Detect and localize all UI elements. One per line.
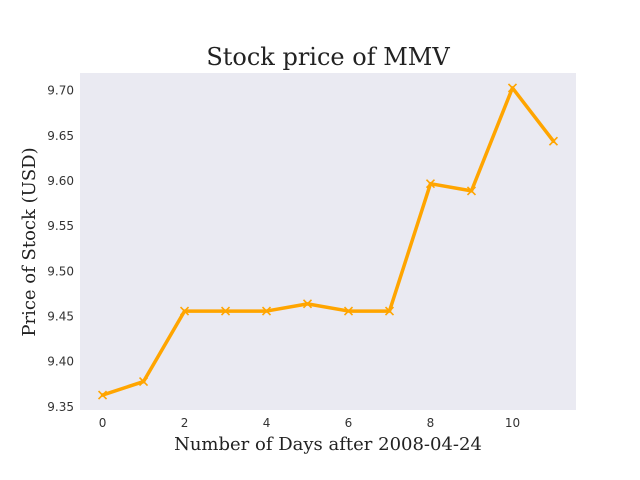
y-axis-label: Price of Stock (USD) bbox=[19, 147, 40, 336]
y-tick-label: 9.55 bbox=[47, 219, 74, 233]
x-ticks: 0 2 4 6 8 10 bbox=[99, 416, 520, 430]
x-tick-label: 4 bbox=[263, 416, 271, 430]
data-point-marker bbox=[384, 306, 395, 316]
x-tick-label: 10 bbox=[505, 416, 520, 430]
y-tick-label: 9.65 bbox=[47, 129, 74, 143]
y-ticks: 9.35 9.40 9.45 9.50 9.55 9.60 9.65 9.70 bbox=[47, 84, 74, 414]
y-tick-label: 9.70 bbox=[47, 84, 74, 98]
plot-area bbox=[80, 73, 576, 410]
series-line bbox=[100, 86, 556, 397]
data-point-marker bbox=[97, 390, 108, 400]
y-tick-label: 9.50 bbox=[47, 264, 74, 278]
data-point-marker bbox=[548, 136, 559, 146]
x-tick-label: 0 bbox=[99, 416, 107, 430]
data-point-marker bbox=[179, 306, 190, 316]
series-markers bbox=[97, 83, 559, 400]
x-axis-label: Number of Days after 2008-04-24 bbox=[174, 434, 482, 455]
data-point-marker bbox=[507, 83, 518, 93]
y-tick-label: 9.40 bbox=[47, 355, 74, 369]
data-point-marker bbox=[261, 306, 272, 316]
data-point-marker bbox=[138, 376, 149, 387]
data-point-marker bbox=[343, 306, 354, 316]
y-tick-label: 9.60 bbox=[47, 174, 74, 188]
y-tick-label: 9.45 bbox=[47, 309, 74, 323]
data-point-marker bbox=[466, 186, 477, 196]
x-tick-label: 8 bbox=[427, 416, 435, 430]
x-tick-label: 6 bbox=[345, 416, 353, 430]
data-point-marker bbox=[220, 306, 231, 316]
y-tick-label: 9.35 bbox=[47, 400, 74, 414]
x-tick-label: 2 bbox=[181, 416, 189, 430]
data-point-marker bbox=[425, 179, 436, 189]
data-point-marker bbox=[302, 299, 313, 309]
chart-title: Stock price of MMV bbox=[206, 43, 450, 71]
